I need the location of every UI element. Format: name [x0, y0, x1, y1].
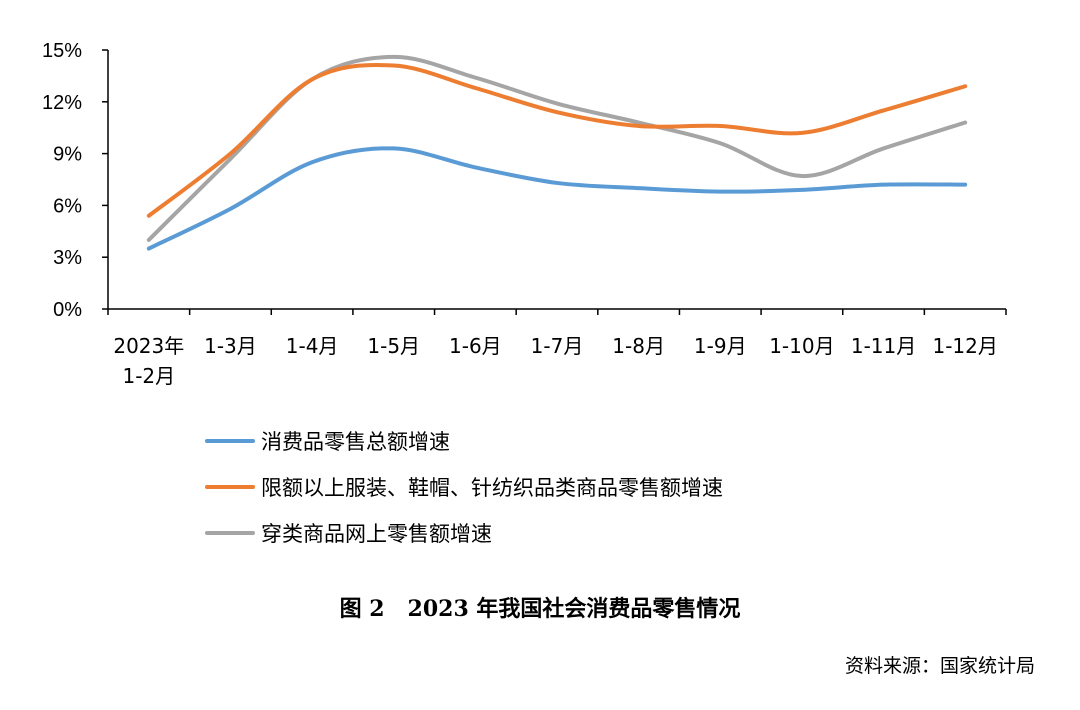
- legend-label-0: 消费品零售总额增速: [261, 430, 450, 454]
- series-line-2: [146, 54, 968, 242]
- x-tick-label: 1-4月: [286, 334, 339, 358]
- y-tick-label: 15%: [42, 40, 82, 62]
- y-tick-label: 12%: [42, 92, 82, 114]
- x-tick-label: 1-7月: [531, 334, 584, 358]
- x-tick-label: 1-11月: [851, 334, 916, 358]
- y-tick-label: 9%: [53, 144, 82, 166]
- line-chart: 0% 3% 6% 9% 12% 15% 2023年 1-2月 1-3月 1-4月 1-5月 1-6月…: [42, 40, 1007, 388]
- legend-item-2: 穿类商品网上零售额增速: [205, 510, 723, 556]
- legend-item-1: 限额以上服装、鞋帽、针纺织品类商品零售额增速: [205, 464, 723, 510]
- x-tick-label: 1-12月: [932, 334, 997, 358]
- x-tick-label: 1-2月: [122, 364, 175, 388]
- x-axis: 2023年 1-2月 1-3月 1-4月 1-5月 1-6月 1-7月 1-8月 1-9月 1-1…: [107, 308, 1007, 388]
- x-tick-label: 1-3月: [204, 334, 257, 358]
- legend-label-1: 限额以上服装、鞋帽、针纺织品类商品零售额增速: [261, 476, 723, 500]
- x-tick-label: 1-9月: [694, 334, 747, 358]
- series-line-1: [146, 63, 968, 218]
- legend-swatch-0: [205, 439, 255, 443]
- y-tick-label: 0%: [53, 299, 82, 321]
- series-line-0: [146, 146, 968, 251]
- legend: 消费品零售总额增速 限额以上服装、鞋帽、针纺织品类商品零售额增速 穿类商品网上零…: [205, 418, 723, 556]
- y-tick-label: 6%: [53, 195, 82, 217]
- legend-label-2: 穿类商品网上零售额增速: [261, 522, 492, 546]
- figure-caption: 图 2 2023 年我国社会消费品零售情况: [339, 596, 741, 622]
- y-axis: 0% 3% 6% 9% 12% 15%: [42, 40, 109, 321]
- legend-swatch-2: [205, 531, 255, 535]
- x-tick-label: 1-6月: [449, 334, 502, 358]
- y-tick-label: 3%: [53, 247, 82, 269]
- x-tick-label: 2023年: [113, 334, 184, 358]
- series-layer: [146, 54, 968, 251]
- legend-item-0: 消费品零售总额增速: [205, 418, 723, 464]
- source-note: 资料来源：国家统计局: [844, 655, 1035, 677]
- x-tick-label: 1-10月: [769, 334, 834, 358]
- x-tick-label: 1-5月: [367, 334, 420, 358]
- legend-swatch-1: [205, 485, 255, 489]
- x-tick-label: 1-8月: [612, 334, 665, 358]
